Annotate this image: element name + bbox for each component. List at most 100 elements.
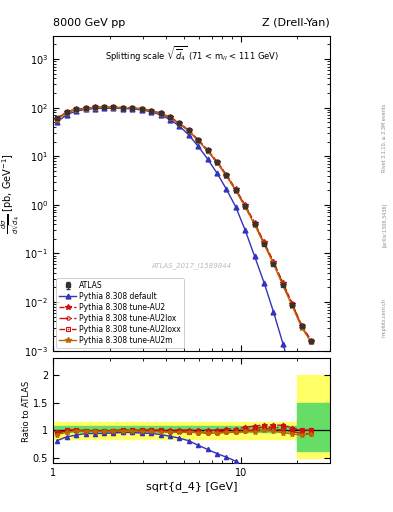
Pythia 8.308 tune-AU2loxx [224, 172, 229, 178]
Pythia 8.308 tune-AU2lox [83, 105, 88, 112]
Pythia 8.308 tune-AU2loxx [167, 114, 172, 120]
Pythia 8.308 tune-AU2m [149, 108, 154, 114]
Pythia 8.308 tune-AU2lox [262, 241, 266, 247]
Pythia 8.308 tune-AU2m [309, 339, 314, 345]
Pythia 8.308 default [111, 105, 116, 112]
Y-axis label: Ratio to ATLAS: Ratio to ATLAS [22, 380, 31, 441]
Pythia 8.308 tune-AU2 [243, 202, 248, 208]
Pythia 8.308 tune-AU2lox [158, 111, 163, 117]
Pythia 8.308 tune-AU2loxx [215, 159, 219, 165]
Pythia 8.308 tune-AU2lox [186, 128, 191, 134]
Pythia 8.308 default [140, 107, 144, 113]
Pythia 8.308 tune-AU2 [121, 104, 125, 111]
Text: Z (Drell-Yan): Z (Drell-Yan) [263, 18, 330, 28]
Pythia 8.308 tune-AU2m [215, 160, 219, 166]
Pythia 8.308 tune-AU2loxx [83, 105, 88, 112]
Pythia 8.308 tune-AU2m [233, 187, 238, 194]
Pythia 8.308 tune-AU2lox [215, 160, 219, 166]
Pythia 8.308 tune-AU2lox [102, 104, 107, 110]
Text: ATLAS_2017_I1589844: ATLAS_2017_I1589844 [151, 262, 232, 269]
Pythia 8.308 default [177, 123, 182, 129]
Pythia 8.308 tune-AU2 [158, 110, 163, 116]
Pythia 8.308 tune-AU2lox [73, 106, 78, 113]
Pythia 8.308 default [271, 309, 276, 315]
Pythia 8.308 tune-AU2loxx [262, 240, 266, 246]
Pythia 8.308 tune-AU2 [224, 172, 229, 178]
Pythia 8.308 tune-AU2m [111, 104, 116, 111]
Pythia 8.308 tune-AU2 [281, 280, 285, 286]
Line: Pythia 8.308 default: Pythia 8.308 default [55, 106, 314, 454]
Pythia 8.308 tune-AU2 [215, 158, 219, 164]
Pythia 8.308 tune-AU2loxx [55, 115, 59, 121]
Pythia 8.308 tune-AU2lox [233, 187, 238, 194]
Pythia 8.308 tune-AU2loxx [149, 108, 154, 114]
Pythia 8.308 default [158, 112, 163, 118]
Pythia 8.308 tune-AU2 [290, 301, 295, 307]
Pythia 8.308 tune-AU2m [243, 204, 248, 210]
Pythia 8.308 default [167, 116, 172, 122]
Pythia 8.308 default [196, 143, 200, 150]
Pythia 8.308 tune-AU2m [158, 111, 163, 117]
Pythia 8.308 tune-AU2 [271, 259, 276, 265]
Bar [53, 426, 297, 432]
Pythia 8.308 tune-AU2lox [224, 173, 229, 179]
Pythia 8.308 tune-AU2 [205, 147, 210, 153]
Pythia 8.308 tune-AU2 [111, 104, 116, 111]
Line: Pythia 8.308 tune-AU2m: Pythia 8.308 tune-AU2m [54, 104, 314, 345]
Text: Splitting scale $\sqrt{\overline{d}_4}$ (71 < m$_{ll}$ < 111 GeV): Splitting scale $\sqrt{\overline{d}_4}$ … [105, 44, 279, 62]
Text: [arXiv:1306.3436]: [arXiv:1306.3436] [382, 203, 387, 247]
Pythia 8.308 tune-AU2 [64, 109, 69, 115]
Pythia 8.308 tune-AU2m [83, 105, 88, 112]
Pythia 8.308 tune-AU2 [309, 338, 314, 344]
Pythia 8.308 tune-AU2lox [140, 106, 144, 112]
Pythia 8.308 tune-AU2 [299, 323, 304, 329]
Pythia 8.308 tune-AU2m [64, 110, 69, 116]
Pythia 8.308 default [121, 105, 125, 112]
Pythia 8.308 tune-AU2 [167, 114, 172, 120]
Line: Pythia 8.308 tune-AU2loxx: Pythia 8.308 tune-AU2loxx [55, 105, 313, 343]
Pythia 8.308 tune-AU2 [186, 127, 191, 134]
Pythia 8.308 default [205, 156, 210, 162]
Pythia 8.308 tune-AU2lox [149, 108, 154, 114]
Pythia 8.308 tune-AU2loxx [299, 323, 304, 329]
Pythia 8.308 tune-AU2 [262, 239, 266, 245]
Pythia 8.308 default [92, 105, 97, 112]
Pythia 8.308 tune-AU2lox [243, 204, 248, 210]
Pythia 8.308 tune-AU2m [130, 105, 135, 112]
Pythia 8.308 tune-AU2loxx [205, 147, 210, 154]
Pythia 8.308 tune-AU2m [121, 105, 125, 111]
Pythia 8.308 default [243, 227, 248, 233]
Pythia 8.308 tune-AU2loxx [309, 338, 314, 344]
Pythia 8.308 tune-AU2 [83, 105, 88, 112]
Pythia 8.308 tune-AU2 [140, 105, 144, 112]
Pythia 8.308 tune-AU2loxx [243, 203, 248, 209]
Pythia 8.308 default [102, 105, 107, 112]
X-axis label: sqrt{d_4} [GeV]: sqrt{d_4} [GeV] [146, 481, 237, 492]
Y-axis label: $\frac{d\sigma}{d\sqrt{d_4}}$ [pb, GeV$^{-1}$]: $\frac{d\sigma}{d\sqrt{d_4}}$ [pb, GeV$^… [0, 153, 23, 233]
Pythia 8.308 default [73, 108, 78, 114]
Text: mcplots.cern.ch: mcplots.cern.ch [382, 298, 387, 337]
Pythia 8.308 tune-AU2loxx [102, 104, 107, 110]
Pythia 8.308 tune-AU2m [290, 303, 295, 309]
Pythia 8.308 tune-AU2loxx [158, 110, 163, 116]
Pythia 8.308 tune-AU2lox [309, 339, 314, 345]
Pythia 8.308 tune-AU2 [149, 108, 154, 114]
Line: Pythia 8.308 tune-AU2lox: Pythia 8.308 tune-AU2lox [55, 105, 313, 344]
Pythia 8.308 default [262, 280, 266, 286]
Pythia 8.308 default [215, 170, 219, 176]
Text: Rivet 3.1.10, ≥ 2.3M events: Rivet 3.1.10, ≥ 2.3M events [382, 104, 387, 173]
Pythia 8.308 tune-AU2loxx [271, 260, 276, 266]
Pythia 8.308 tune-AU2m [224, 173, 229, 179]
Pythia 8.308 tune-AU2loxx [186, 128, 191, 134]
Pythia 8.308 tune-AU2lox [167, 115, 172, 121]
Pythia 8.308 tune-AU2m [281, 283, 285, 289]
Pythia 8.308 tune-AU2lox [271, 260, 276, 266]
Pythia 8.308 tune-AU2lox [196, 138, 200, 144]
Pythia 8.308 tune-AU2 [130, 105, 135, 111]
Pythia 8.308 tune-AU2m [252, 222, 257, 228]
Pythia 8.308 tune-AU2lox [281, 282, 285, 288]
Pythia 8.308 tune-AU2 [55, 116, 59, 122]
Pythia 8.308 tune-AU2loxx [92, 104, 97, 111]
Pythia 8.308 default [299, 410, 304, 416]
Pythia 8.308 default [130, 106, 135, 112]
